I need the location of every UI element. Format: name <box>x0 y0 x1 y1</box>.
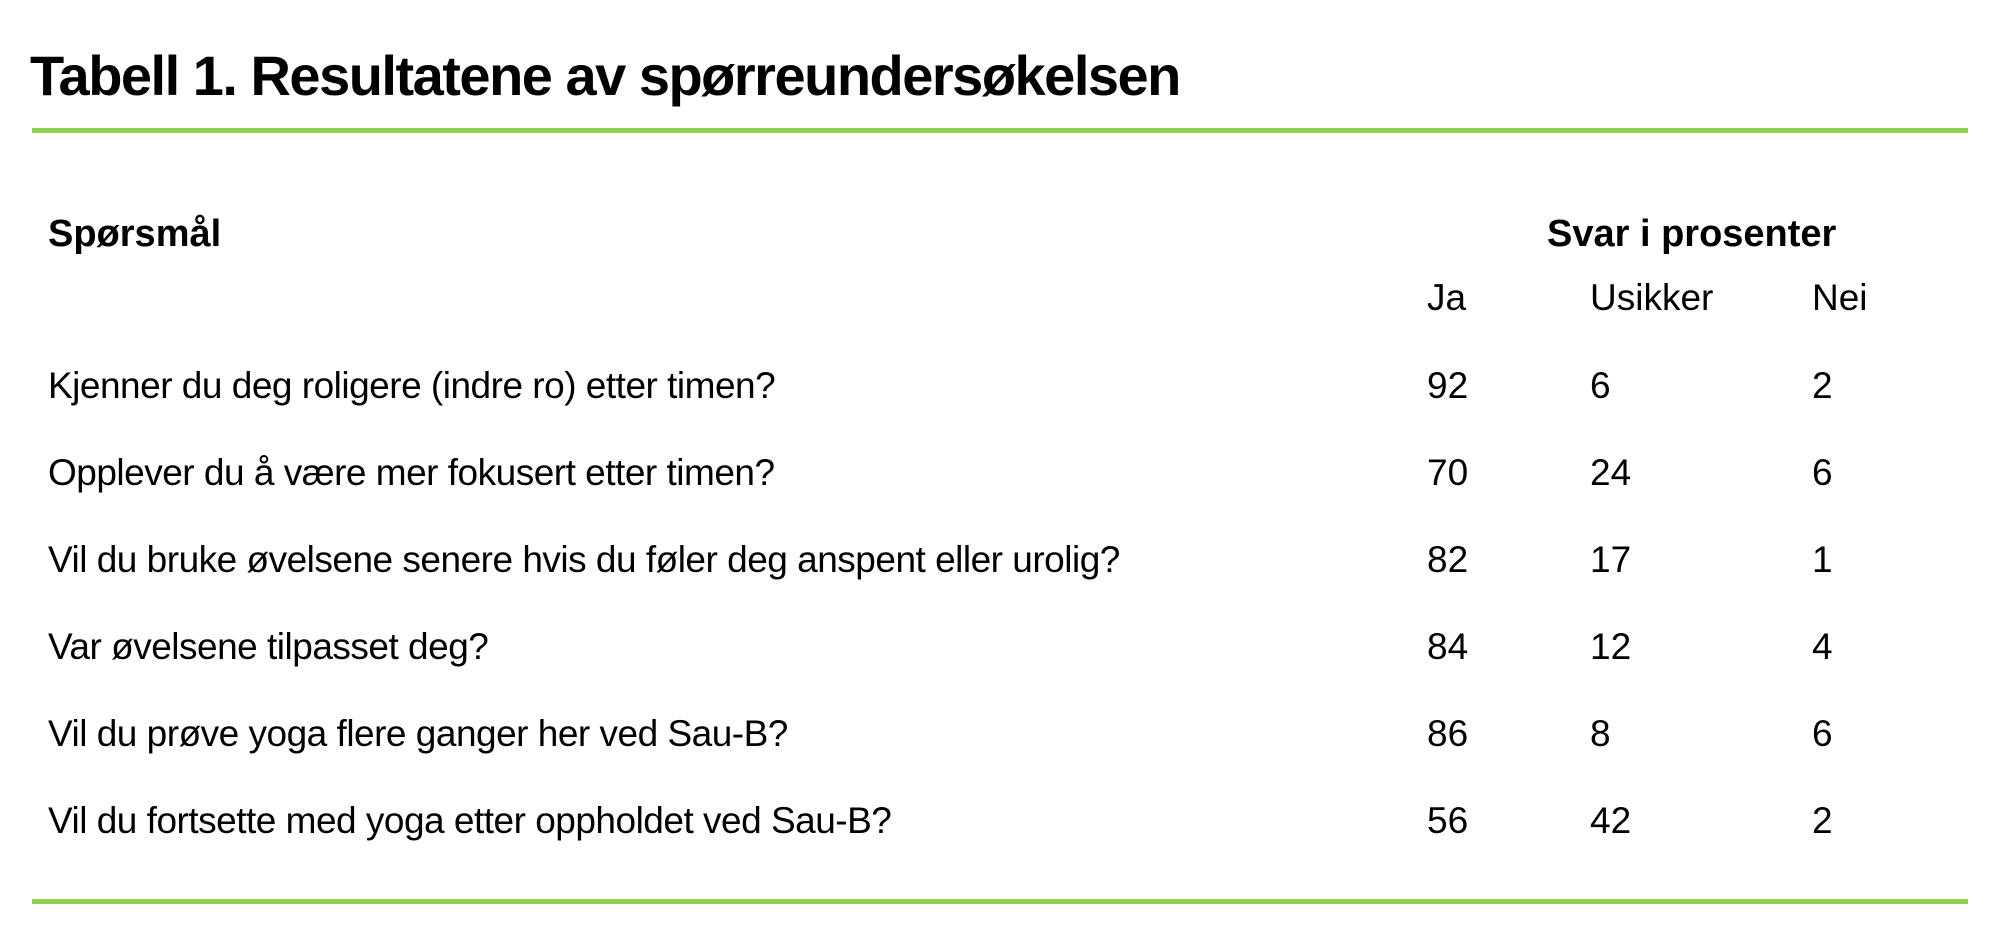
question-cell: Vil du fortsette med yoga etter oppholde… <box>48 800 892 841</box>
table-row: Vil du fortsette med yoga etter oppholde… <box>0 799 2000 843</box>
answers-column-header: Svar i prosenter <box>1547 213 1837 255</box>
ja-cell: 84 <box>1427 626 1469 667</box>
usikker-cell: 8 <box>1590 713 1611 754</box>
question-cell: Var øvelsene tilpasset deg? <box>48 626 489 667</box>
question-cell: Vil du prøve yoga flere ganger her ved S… <box>48 713 788 754</box>
subheader-usikker: Usikker <box>1590 277 1714 318</box>
usikker-cell: 6 <box>1590 365 1611 406</box>
table-row: Kjenner du deg roligere (indre ro) etter… <box>0 364 2000 408</box>
bottom-rule <box>32 899 1968 904</box>
ja-cell: 70 <box>1427 452 1469 493</box>
nei-cell: 2 <box>1812 365 1833 406</box>
nei-cell: 4 <box>1812 626 1833 667</box>
subheader-ja: Ja <box>1427 277 1467 318</box>
ja-cell: 56 <box>1427 800 1469 841</box>
question-column-header: Spørsmål <box>48 213 222 255</box>
question-cell: Opplever du å være mer fokusert etter ti… <box>48 452 775 493</box>
table-row: Opplever du å være mer fokusert etter ti… <box>0 451 2000 495</box>
nei-cell: 2 <box>1812 800 1833 841</box>
usikker-cell: 12 <box>1590 626 1632 667</box>
ja-cell: 82 <box>1427 539 1469 580</box>
nei-cell: 6 <box>1812 713 1833 754</box>
table-row: Var øvelsene tilpasset deg? 84 12 4 <box>0 625 2000 669</box>
nei-cell: 1 <box>1812 539 1833 580</box>
table-row: Vil du bruke øvelsene senere hvis du føl… <box>0 538 2000 582</box>
top-rule <box>32 128 1968 133</box>
question-cell: Vil du bruke øvelsene senere hvis du føl… <box>48 539 1120 580</box>
ja-cell: 92 <box>1427 365 1469 406</box>
table-title: Tabell 1. Resultatene av spørreundersøke… <box>30 44 1181 107</box>
subheader-nei: Nei <box>1812 277 1868 318</box>
usikker-cell: 24 <box>1590 452 1632 493</box>
nei-cell: 6 <box>1812 452 1833 493</box>
usikker-cell: 42 <box>1590 800 1632 841</box>
question-cell: Kjenner du deg roligere (indre ro) etter… <box>48 365 776 406</box>
usikker-cell: 17 <box>1590 539 1632 580</box>
table-row: Vil du prøve yoga flere ganger her ved S… <box>0 712 2000 756</box>
ja-cell: 86 <box>1427 713 1469 754</box>
